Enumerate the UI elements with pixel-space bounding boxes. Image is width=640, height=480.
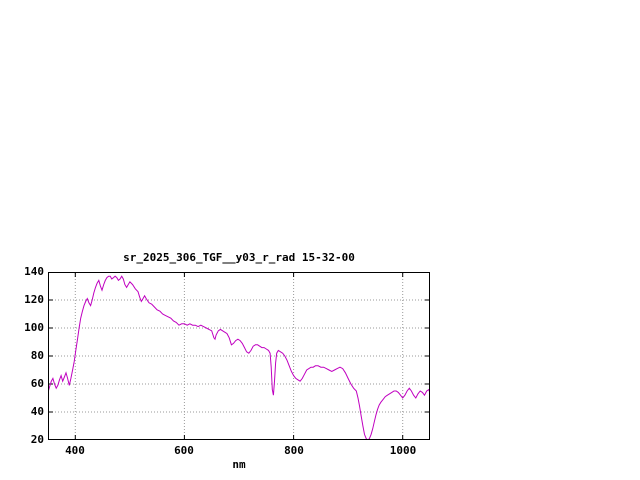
chart-title: sr_2025_306_TGF__y03_r_rad 15-32-00 [123,251,355,264]
spectrum-curve [48,275,430,440]
y-tick-label: 120 [24,293,44,306]
y-tick-label: 80 [30,349,44,362]
y-tick-label: 60 [30,377,44,390]
y-tick-label: 20 [30,433,44,446]
x-axis-label: nm [232,458,246,471]
x-tick-label: 400 [65,444,85,457]
y-tick-label: 40 [30,405,44,418]
y-tick-label: 140 [24,265,44,278]
x-tick-label: 800 [284,444,304,457]
x-tick-label: 600 [174,444,194,457]
y-tick-label: 100 [24,321,44,334]
x-tick-label: 1000 [389,444,417,457]
plot-area [48,272,430,440]
